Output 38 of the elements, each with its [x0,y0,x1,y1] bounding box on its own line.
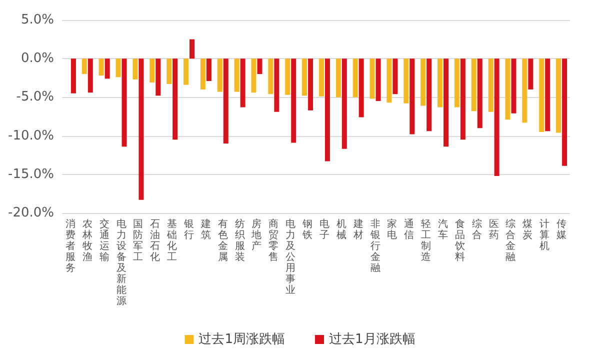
x-tick-label: 纺织服装 [234,218,245,263]
x-tick-label: 消费者服务 [65,218,76,274]
x-tick-label: 煤炭 [522,218,533,241]
x-tick-label: 传媒 [556,219,567,241]
x-tick-label: 房地产 [250,218,262,252]
y-tick-label: 0.0% [20,51,54,66]
x-tick-label: 商贸零售 [268,218,279,263]
y-tick-label: -10.0% [8,128,54,144]
x-tick-label: 食品饮料 [454,218,465,263]
x-tick-label: 建筑 [200,218,211,241]
x-tick-label: 综合 [472,218,482,241]
x-tick-label: 钢铁 [302,219,313,241]
x-tick-label: 农林牧渔 [81,219,92,263]
x-tick-label: 银行 [183,219,194,241]
y-tick-label: 5.0% [20,12,54,28]
x-tick-label: 家电 [387,218,398,241]
legend-label: 过去1月涨跌幅 [329,332,416,347]
x-tick-label: 石油石化 [150,219,160,263]
x-tick-label: 交通运输 [99,218,110,263]
x-tick-label: 建材 [352,218,364,241]
x-tick-label: 综合金融 [506,218,516,263]
x-tick-label: 计算机 [540,218,550,252]
y-tick-label: -20.0% [8,206,54,220]
x-tick-label: 通信 [404,218,414,241]
x-tick-label: 国防军工 [133,219,144,263]
legend-label: 过去1周涨跌幅 [198,332,286,347]
x-tick-label: 电力设备及新能源 [116,218,126,307]
y-tick-label: -5.0% [16,90,54,105]
x-tick-label: 非银行金融 [369,218,380,274]
x-tick-label: 有色金属 [218,218,228,263]
x-tick-label: 机械 [336,218,346,241]
x-tick-label: 基础化工 [166,218,178,263]
x-tick-label: 电力及公用事业 [286,218,296,296]
x-tick-label: 轻工制造 [421,218,432,263]
y-tick-label: -15.0% [8,166,54,182]
x-tick-label: 医药 [488,219,499,241]
x-tick-label: 电子 [319,218,330,241]
x-tick-label: 汽车 [438,218,448,241]
